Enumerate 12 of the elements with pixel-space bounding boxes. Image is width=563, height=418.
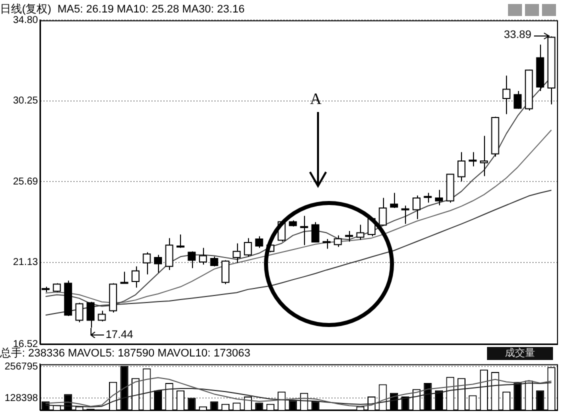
y-tick-label: 25.69 (12, 176, 38, 188)
y-tick-label: 256795 (4, 361, 38, 372)
y-tick-label: 30.25 (12, 96, 38, 107)
y-tick-label: 21.13 (12, 257, 38, 268)
y-tick-label: 128398 (4, 392, 38, 404)
y-tick-label: 34.80 (12, 14, 38, 26)
annotation: A (310, 91, 322, 109)
chart-title: 总手: 238336 MAVOL5: 187590 MAVOL10: 173063 (0, 346, 250, 360)
annotation: 33.89 (502, 29, 532, 42)
text: 成交量 (487, 347, 553, 360)
chart-title: 日线(复权) MA5: 26.19 MA10: 25.28 MA30: 23.16 (0, 2, 245, 16)
annotation: 17.44 (106, 328, 134, 342)
